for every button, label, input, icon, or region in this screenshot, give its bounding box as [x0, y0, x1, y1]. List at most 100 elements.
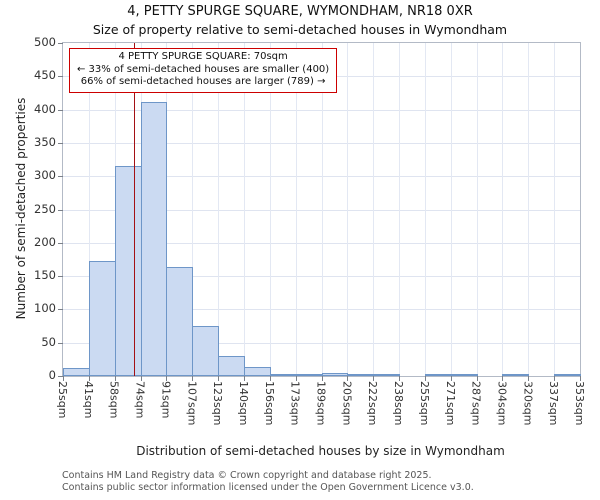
x-tick-mark: [399, 376, 401, 381]
y-tick-mark: [58, 276, 63, 277]
chart-subtitle: Size of property relative to semi-detach…: [92, 22, 508, 37]
y-tick-label: 250: [34, 202, 56, 216]
gridline-vertical: [218, 43, 220, 376]
gridline-vertical: [450, 43, 452, 376]
gridline-vertical: [321, 43, 323, 376]
x-tick-label: 304sqm: [495, 381, 509, 426]
x-tick-mark: [269, 376, 271, 381]
gridline-vertical: [295, 43, 297, 376]
histogram-bar: [269, 374, 297, 376]
x-tick-mark: [243, 376, 245, 381]
gridline-vertical: [347, 43, 349, 376]
histogram-bar: [554, 374, 581, 376]
gridline-vertical: [476, 43, 478, 376]
y-tick-label: 400: [34, 102, 56, 116]
x-tick-mark: [295, 376, 297, 381]
x-tick-mark: [450, 376, 452, 381]
y-tick-mark: [58, 76, 63, 77]
x-tick-label: 107sqm: [185, 381, 199, 426]
annotation-larger-text: 66% of semi-detached houses are larger (…: [80, 76, 326, 87]
gridline-vertical: [424, 43, 426, 376]
x-tick-mark: [114, 376, 116, 381]
x-tick-mark: [63, 376, 64, 381]
x-tick-mark: [554, 376, 556, 381]
y-tick-label: 50: [41, 335, 56, 349]
x-tick-mark: [528, 376, 530, 381]
x-tick-label: 140sqm: [236, 381, 250, 426]
annotation-box: 4 PETTY SPURGE SQUARE: 70sqm ← 33% of se…: [69, 48, 338, 93]
y-tick-labels: 0 50 100 150 200 250 300 350 400 450 500: [0, 35, 56, 382]
x-tick-label: 320sqm: [521, 381, 535, 426]
gridline-vertical: [192, 43, 194, 376]
histogram-bar: [321, 373, 349, 376]
x-tick-label: 205sqm: [340, 381, 354, 426]
gridline-vertical: [554, 43, 556, 376]
gridline-vertical: [502, 43, 504, 376]
y-tick-mark: [58, 210, 63, 211]
plot-area: 4 PETTY SPURGE SQUARE: 70sqm ← 33% of se…: [58, 42, 581, 381]
y-tick-mark: [58, 309, 63, 310]
x-tick-label: 255sqm: [417, 381, 431, 426]
y-tick-label: 200: [34, 235, 56, 249]
histogram-bar: [243, 367, 271, 376]
y-tick-mark: [58, 143, 63, 144]
x-tick-mark: [140, 376, 142, 381]
footer-line-2: Contains public sector information licen…: [62, 481, 474, 493]
histogram-bar: [502, 374, 530, 376]
x-tick-mark: [218, 376, 220, 381]
x-tick-label: 271sqm: [443, 381, 457, 426]
footer-line-1: Contains HM Land Registry data © Crown c…: [62, 470, 432, 481]
x-tick-mark: [166, 376, 168, 381]
x-tick-mark: [502, 376, 504, 381]
gridline-vertical: [373, 43, 375, 376]
footer: Contains HM Land Registry data © Crown c…: [62, 470, 474, 493]
histogram-bar: [114, 166, 142, 376]
annotation-smaller-text: ← 33% of semi-detached houses are smalle…: [77, 63, 330, 75]
x-axis-label: Distribution of semi-detached houses by …: [136, 444, 505, 458]
x-tick-label: 353sqm: [573, 381, 586, 426]
y-tick-label: 150: [34, 268, 56, 282]
x-tick-mark: [476, 376, 478, 381]
x-tick-label: 74sqm: [133, 381, 147, 419]
y-tick-label: 100: [34, 301, 56, 315]
histogram-bar: [88, 261, 116, 376]
histogram-bar: [295, 374, 323, 376]
x-tick-label: 25sqm: [56, 381, 69, 419]
annotation-title: 4 PETTY SPURGE SQUARE: 70sqm: [118, 51, 288, 62]
x-tick-label: 91sqm: [159, 381, 173, 419]
x-tick-label: 287sqm: [469, 381, 483, 426]
y-tick-label: 0: [48, 368, 56, 382]
y-tick-mark: [58, 43, 63, 44]
x-tick-labels: 25sqm 41sqm 58sqm 74sqm 91sqm 107sqm 123sqm 140…: [56, 381, 593, 441]
x-tick-label: 123sqm: [211, 381, 225, 426]
histogram-bar: [63, 368, 90, 376]
y-tick-label: 450: [34, 68, 56, 82]
y-tick-mark: [58, 243, 63, 244]
x-tick-label: 222sqm: [366, 381, 380, 426]
gridline-vertical: [243, 43, 245, 376]
y-tick-mark: [58, 376, 63, 377]
histogram-bar: [373, 374, 401, 376]
x-tick-mark: [347, 376, 349, 381]
x-tick-mark: [373, 376, 375, 381]
property-size-marker-line: [133, 43, 136, 376]
y-tick-mark: [58, 343, 63, 344]
x-tick-label: 189sqm: [314, 381, 328, 426]
x-tick-mark: [321, 376, 323, 381]
y-tick-mark: [58, 176, 63, 177]
x-tick-label: 156sqm: [262, 381, 276, 426]
x-tick-mark: [424, 376, 426, 381]
x-tick-label: 238sqm: [392, 381, 406, 426]
y-tick-mark: [58, 110, 63, 111]
x-tick-mark: [88, 376, 90, 381]
x-tick-label: 41sqm: [81, 381, 95, 419]
histogram-bar: [450, 374, 478, 376]
gridline-vertical: [399, 43, 401, 376]
grid-layer: [58, 43, 581, 381]
x-tick-label: 58sqm: [107, 381, 121, 419]
x-tick-label: 337sqm: [547, 381, 561, 426]
histogram-bar: [424, 374, 452, 376]
gridline-vertical: [88, 43, 90, 376]
histogram-bar: [218, 356, 245, 376]
